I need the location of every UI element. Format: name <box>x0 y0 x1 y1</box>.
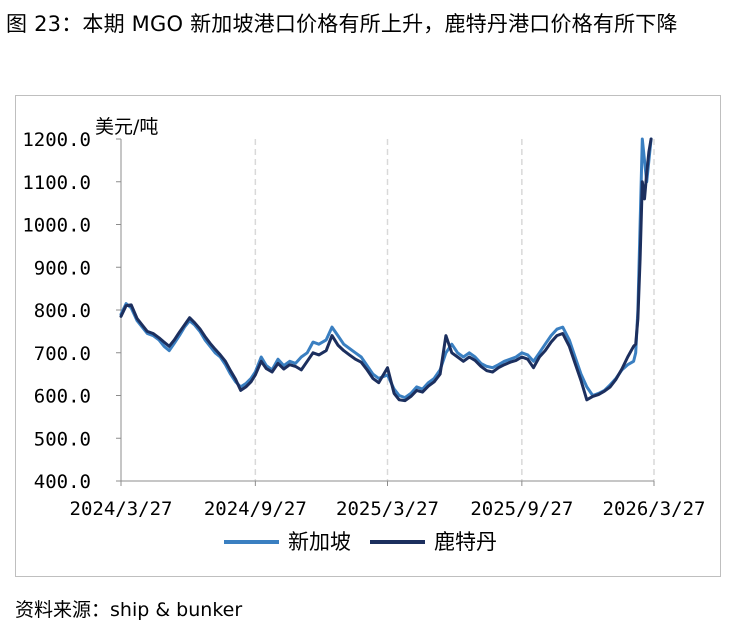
y-axis-label: 美元/吨 <box>95 116 158 138</box>
series-line-1 <box>119 137 653 403</box>
series-line-0 <box>119 137 653 400</box>
x-tick-label: 2025/9/27 <box>470 498 573 520</box>
x-tick-label: 2024/9/27 <box>204 498 307 520</box>
legend-label-1: 鹿特丹 <box>434 530 497 554</box>
chart-title: 图 23：本期 MGO 新加坡港口价格有所上升，鹿特丹港口价格有所下降 <box>6 12 678 36</box>
axis-layer: 400.0 500.0 600.0 700.0 800.0 900.0 1000.0 1100… <box>22 129 705 520</box>
grid-layer <box>254 139 655 481</box>
y-tick-label: 900.0 <box>34 257 91 279</box>
y-tick-label: 400.0 <box>34 471 91 493</box>
x-tick-label: 2026/3/27 <box>603 498 706 520</box>
legend: 新加坡 鹿特丹 <box>224 530 497 554</box>
series-layer <box>119 137 653 403</box>
y-tick-label: 800.0 <box>34 300 91 322</box>
y-tick-label: 1000.0 <box>22 215 91 237</box>
legend-label-0: 新加坡 <box>288 530 351 554</box>
y-tick-label: 1100.0 <box>22 172 91 194</box>
y-tick-label: 600.0 <box>34 386 91 408</box>
source-note: 资料来源：ship & bunker <box>15 599 243 621</box>
y-tick-label: 500.0 <box>34 428 91 450</box>
chart-frame <box>15 95 721 577</box>
y-tick-label: 700.0 <box>34 343 91 365</box>
x-tick-label: 2025/3/27 <box>336 498 439 520</box>
y-tick-label: 1200.0 <box>22 129 91 151</box>
x-tick-label: 2024/3/27 <box>70 498 173 520</box>
